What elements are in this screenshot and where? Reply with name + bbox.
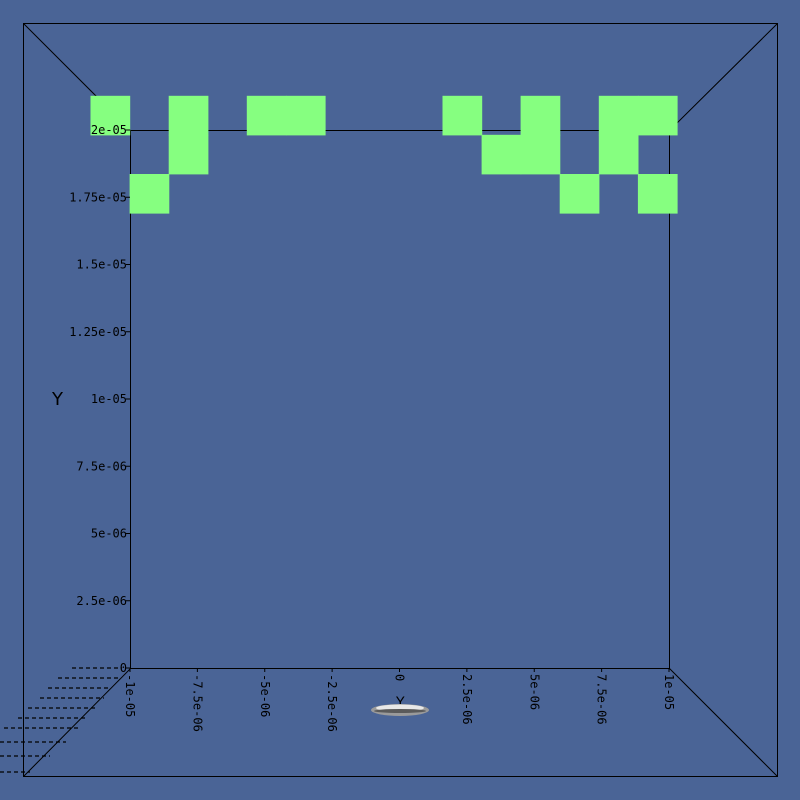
- bounding-box: [23, 23, 778, 777]
- x-tick-label: -1e-05: [123, 674, 137, 717]
- y-tick-label: 1e-05: [91, 392, 127, 406]
- y-axis-ticks: 0 2.5e-06 5e-06 7.5e-06 1e-05 1.25e-05 1.5e-05…: [69, 123, 130, 675]
- edge-top-right: [669, 23, 778, 131]
- y-axis-title: Y: [51, 389, 64, 410]
- heatmap-cells: [90, 95, 678, 214]
- x-tick-label: 7.5e-06: [595, 674, 609, 725]
- x-axis-ticks: -1e-05 -7.5e-06 -5e-06 -2.5e-06 0 2.5e-06 5e-0…: [123, 668, 676, 732]
- heatmap-cell: [246, 95, 287, 136]
- edge-bottom-right: [669, 668, 778, 777]
- x-tick-label: 2.5e-06: [460, 674, 474, 725]
- y-tick-label: 2e-05: [91, 123, 127, 137]
- heatmap-cell: [520, 134, 561, 175]
- heatmap-cell: [90, 95, 131, 136]
- heatmap-cell: [520, 95, 561, 136]
- y-tick-label: 0: [120, 661, 127, 675]
- y-tick-label: 7.5e-06: [76, 459, 127, 473]
- heatmap-cell: [559, 174, 600, 214]
- corner-axis-artifacts: [0, 667, 122, 773]
- y-tick-label: 1.25e-05: [69, 325, 127, 339]
- edge-bottom-left: [23, 668, 131, 777]
- orientation-glyph: [371, 704, 429, 716]
- y-tick-label: 5e-06: [91, 527, 127, 541]
- heatmap-cell: [637, 95, 678, 136]
- x-axis-title: Y: [395, 695, 405, 711]
- front-face: [23, 23, 778, 777]
- x-tick-label: -2.5e-06: [325, 674, 339, 732]
- x-tick-label: 1e-05: [662, 674, 676, 710]
- heatmap-cell: [637, 174, 678, 214]
- x-tick-label: 0: [393, 674, 407, 681]
- heatmap-cell: [598, 95, 639, 136]
- y-tick-label: 1.75e-05: [69, 190, 127, 204]
- heatmap-cell: [168, 134, 209, 175]
- heatmap-cell: [598, 134, 639, 175]
- heatmap-cell: [481, 134, 522, 175]
- heatmap-cell: [168, 95, 209, 136]
- y-tick-label: 1.5e-05: [76, 258, 127, 272]
- x-tick-label: 5e-06: [527, 674, 541, 710]
- heatmap-cell: [129, 174, 170, 214]
- x-tick-label: -5e-06: [258, 674, 272, 717]
- heatmap-cell: [442, 95, 483, 136]
- y-tick-label: 2.5e-06: [76, 594, 127, 608]
- x-tick-label: -7.5e-06: [190, 674, 204, 732]
- heatmap-cell: [285, 95, 326, 136]
